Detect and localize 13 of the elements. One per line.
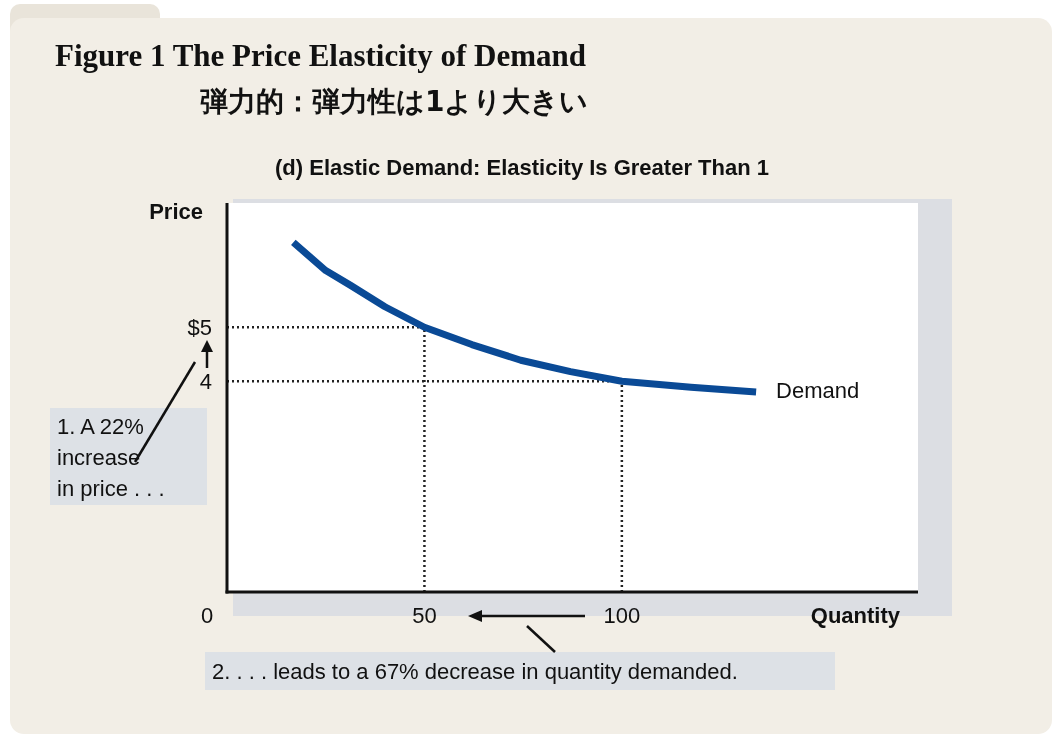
text: 1. A 22% increase in price . . . bbox=[57, 414, 165, 501]
y-tick-label: $5 bbox=[187, 315, 212, 341]
text: 2. . . . leads to a 67% decrease in quantity demanded. bbox=[212, 659, 738, 684]
series-label: Demand bbox=[776, 378, 860, 404]
text: (d) Elastic Demand: Elasticity Is Greater Than 1 bbox=[275, 155, 769, 180]
y-axis-title: Price bbox=[149, 199, 203, 224]
x-axis-title: Quantity bbox=[810, 603, 901, 628]
y-tick-label: 4 bbox=[199, 369, 212, 395]
chart-title: Figure 1 The Price Elasticity of Demand bbox=[55, 38, 586, 73]
x-tick-label: 0 bbox=[200, 603, 214, 628]
x-tick-label: 50 bbox=[412, 603, 437, 628]
x-tick-label: 100 bbox=[603, 603, 641, 628]
chart-subtitle: 弾力的：弾力性は1より大きい bbox=[200, 85, 589, 118]
